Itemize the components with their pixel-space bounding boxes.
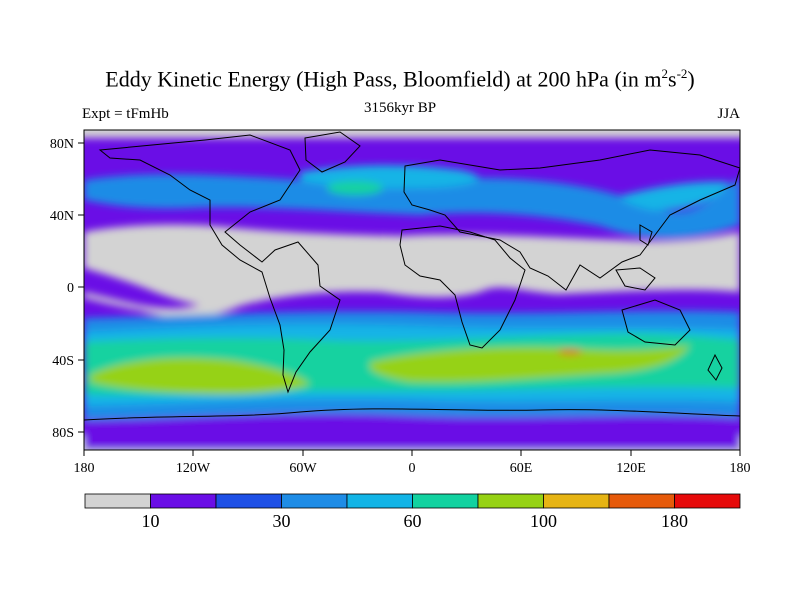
map-title: Eddy Kinetic Energy (High Pass, Bloomfie… [105,66,695,92]
experiment-label: Expt = tFmHb [82,106,169,122]
coastlines [84,131,740,421]
lon-label: 120E [616,461,646,476]
colorbar-swatch [412,493,479,509]
colorbar-swatch [150,493,217,509]
colorbar-swatch [346,493,413,509]
season-label: JJA [717,106,740,122]
lat-label: 40S [52,354,74,369]
colorbar-label: 100 [530,511,557,531]
colorbar-swatch [608,493,675,509]
lon-label: 180 [74,461,95,476]
colorbar-swatch [674,493,741,509]
lat-label: 80N [50,137,74,152]
lat-axis: 80N 40N 0 40S 80S [50,137,84,441]
colorbar-label: 30 [273,511,291,531]
lon-label: 0 [409,461,416,476]
colorbar-swatch [281,493,348,509]
colorbar-label: 10 [142,511,160,531]
lat-label: 40N [50,209,74,224]
lon-label: 60E [510,461,533,476]
colorbar-label: 60 [404,511,422,531]
colorbar-label: 180 [661,511,688,531]
lon-label: 60W [289,461,317,476]
lon-axis: 180 120W 60W 0 60E 120E 180 [74,450,751,476]
lon-label: 120W [176,461,211,476]
lat-label: 80S [52,426,74,441]
colorbar-swatch [84,493,151,509]
colorbar-swatch [543,493,610,509]
lat-label: 0 [67,281,74,296]
eke-field [84,130,740,450]
colorbar-swatch [477,493,544,509]
colorbar-swatch [215,493,282,509]
lon-label: 180 [730,461,751,476]
colorbar: 10 30 60 100 180 [84,493,741,531]
map-subtitle: 3156kyr BP [363,100,437,116]
